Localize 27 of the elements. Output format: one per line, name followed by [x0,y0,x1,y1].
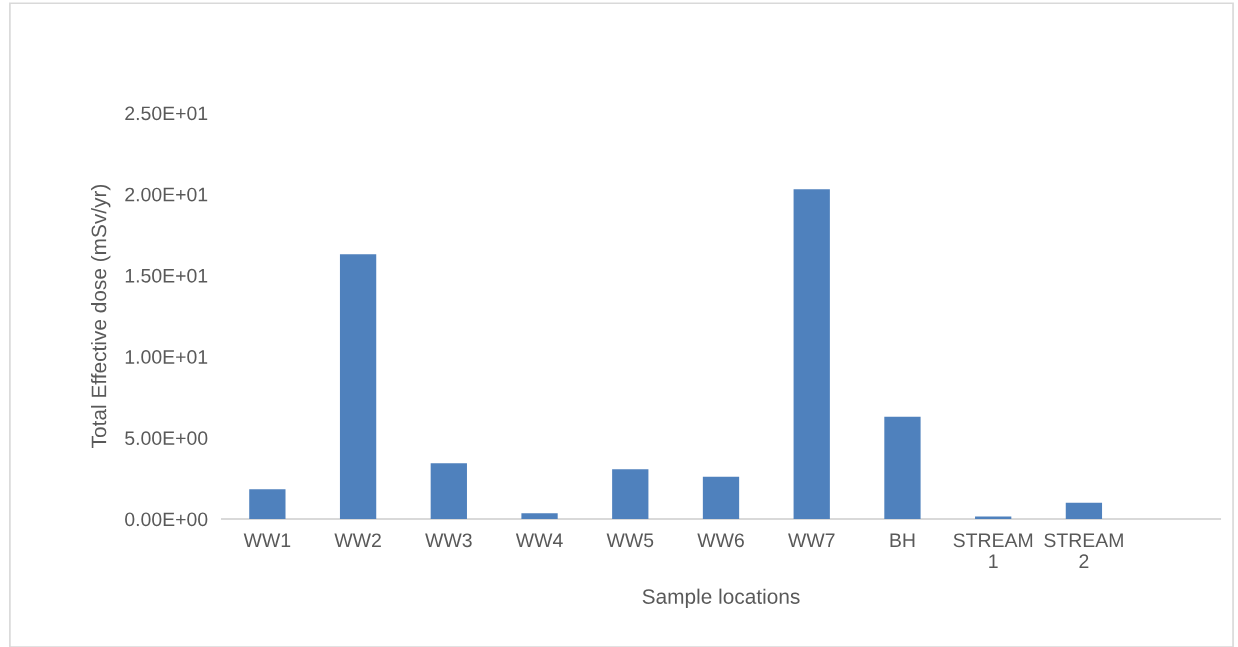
y-tick-label: 1.50E+01 [125,268,208,283]
y-tick-label: 2.00E+01 [125,187,208,202]
x-tick-label: WW5 [606,533,654,548]
x-tick-label: BH [890,533,915,547]
y-tick-label: 5.00E+00 [125,431,208,446]
y-tick-label: 2.50E+01 [125,106,208,121]
x-tick-label: WW7 [788,533,835,547]
bar [793,189,830,519]
bar [1065,502,1103,519]
bar [430,463,467,519]
x-tick-label: STREAM 2 [1044,533,1123,568]
x-tick-label: WW4 [515,533,563,547]
x-tick-label: WW6 [697,533,744,548]
bar [249,489,286,519]
bar [612,469,649,519]
bar [702,476,740,519]
x-tick-label: WW2 [334,533,381,547]
x-tick-label: WW3 [425,533,472,548]
x-tick-label: STREAM 1 [953,533,1033,568]
bar [884,416,921,519]
bar [339,254,377,519]
y-axis-title: Total Effective dose (mSv/yr) [91,184,111,448]
x-tick-label: WW1 [243,533,291,547]
x-axis-title: Sample locations [642,588,800,609]
y-tick-label: 1.00E+01 [125,350,208,364]
y-tick-label: 0.00E+00 [125,512,208,527]
bar [521,513,558,519]
